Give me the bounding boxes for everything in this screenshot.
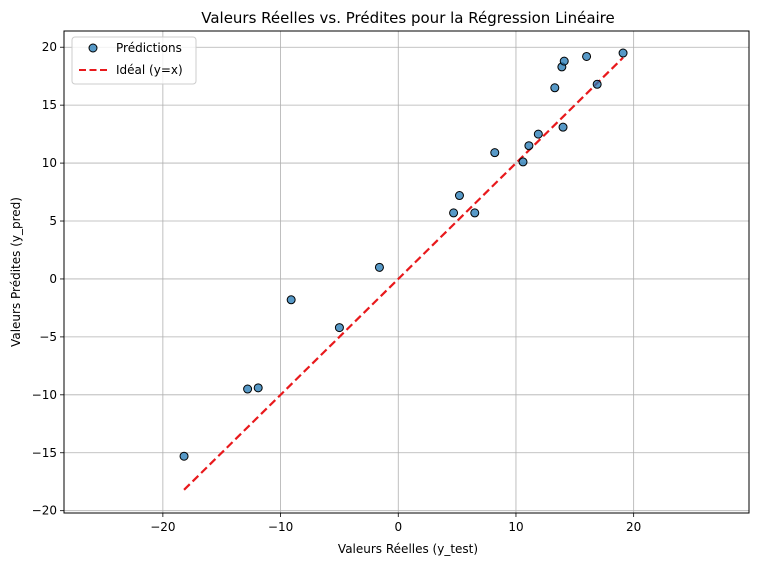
- y-tick-label: 20: [42, 40, 57, 54]
- legend-label-predictions: Prédictions: [116, 41, 182, 55]
- data-point: [582, 51, 592, 61]
- y-tick-label: −10: [32, 388, 57, 402]
- data-point: [374, 262, 384, 272]
- ideal-line: [183, 56, 624, 491]
- data-point: [524, 141, 534, 151]
- legend-box: [71, 36, 197, 85]
- x-axis-label: Valeurs Réelles (y_test): [338, 542, 478, 556]
- data-point: [449, 208, 459, 218]
- data-point: [518, 157, 528, 167]
- data-point: [490, 148, 500, 158]
- y-tick-label: 0: [49, 272, 57, 286]
- y-axis-ticks: −20 −15 −10 −5 0 5 10 15 20: [32, 40, 64, 518]
- data-point: [243, 384, 253, 394]
- data-point: [286, 295, 296, 305]
- data-point: [334, 323, 344, 333]
- ideal-line-layer: [183, 56, 624, 491]
- data-point: [558, 122, 568, 132]
- data-points: [179, 48, 628, 461]
- y-tick-label: −5: [39, 330, 57, 344]
- data-point: [618, 48, 628, 58]
- y-tick-label: −15: [32, 446, 57, 460]
- legend-label-ideal: Idéal (y=x): [116, 63, 183, 77]
- x-tick-label: −20: [150, 520, 175, 534]
- y-tick-label: 15: [42, 98, 57, 112]
- legend-marker-predictions: [88, 43, 98, 53]
- data-point: [559, 56, 569, 66]
- x-tick-label: 10: [508, 520, 523, 534]
- data-point: [454, 191, 464, 201]
- x-tick-label: −10: [268, 520, 293, 534]
- data-point: [470, 208, 480, 218]
- x-axis-ticks: −20 −10 0 10 20: [150, 513, 641, 534]
- x-tick-label: 0: [394, 520, 402, 534]
- data-point: [533, 129, 543, 139]
- y-axis-label: Valeurs Prédites (y_pred): [9, 197, 23, 347]
- data-point: [179, 451, 189, 461]
- y-tick-label: 10: [42, 156, 57, 170]
- y-tick-label: −20: [32, 504, 57, 518]
- data-point: [550, 83, 560, 93]
- data-point: [592, 79, 602, 89]
- plot-frame: [63, 30, 750, 514]
- legend: Prédictions Idéal (y=x): [71, 36, 197, 85]
- y-tick-label: 5: [49, 214, 57, 228]
- x-tick-label: 20: [626, 520, 641, 534]
- chart-title: Valeurs Réelles vs. Prédites pour la Rég…: [201, 9, 615, 27]
- grid-lines: [64, 31, 749, 513]
- data-point: [253, 383, 263, 393]
